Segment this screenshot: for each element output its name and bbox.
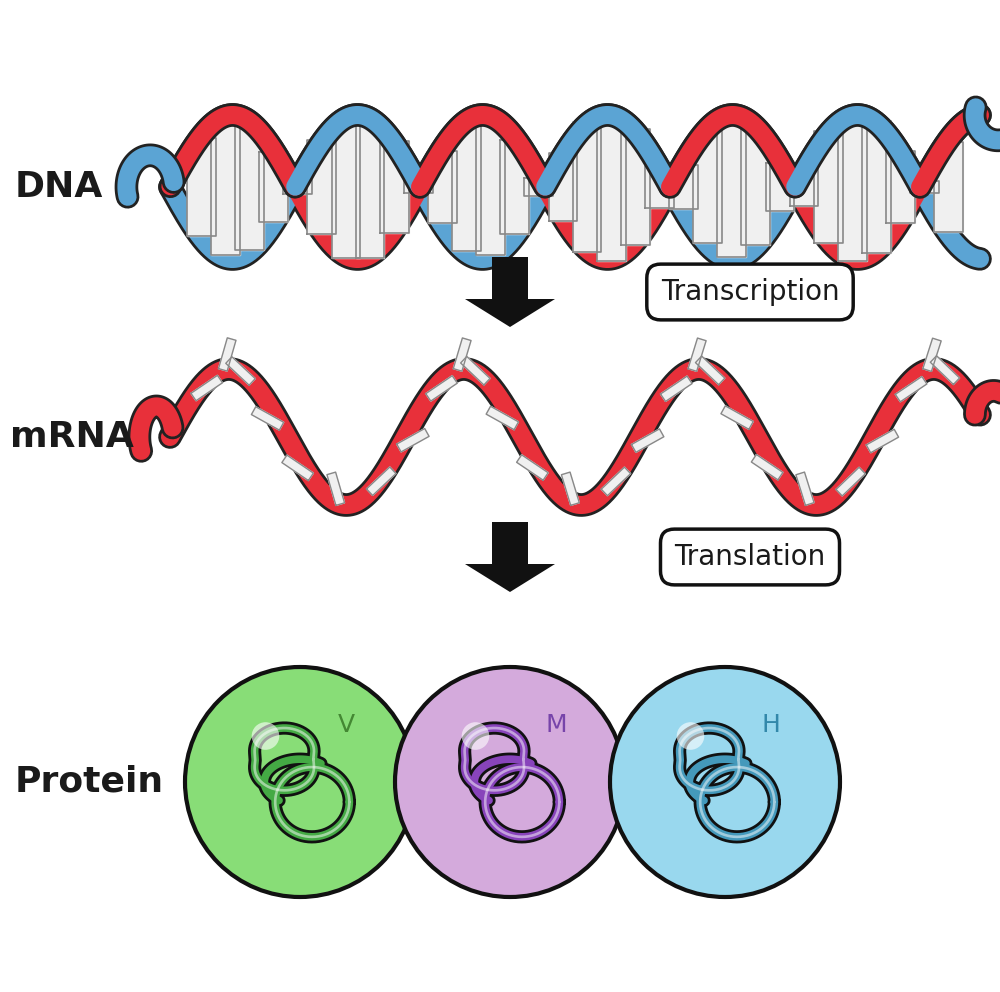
Polygon shape [934,142,963,232]
Circle shape [610,667,840,897]
Polygon shape [366,467,396,495]
Polygon shape [549,153,577,221]
Polygon shape [517,454,548,480]
Polygon shape [492,257,528,299]
Polygon shape [219,338,236,371]
Polygon shape [721,406,753,430]
Polygon shape [404,182,433,192]
Polygon shape [661,376,692,402]
Polygon shape [500,140,529,234]
Polygon shape [356,116,384,258]
Polygon shape [187,139,216,235]
Polygon shape [428,151,457,223]
Polygon shape [465,299,555,327]
Text: M: M [545,712,567,736]
Polygon shape [332,116,360,258]
Polygon shape [283,180,312,194]
Polygon shape [886,151,915,223]
Polygon shape [492,522,528,564]
Text: DNA: DNA [15,170,103,204]
Polygon shape [327,472,345,505]
Polygon shape [282,455,313,480]
Polygon shape [836,467,865,496]
Polygon shape [688,338,706,371]
Polygon shape [862,121,891,253]
Circle shape [677,722,704,750]
Polygon shape [465,564,555,592]
Polygon shape [597,113,626,261]
Polygon shape [766,163,794,211]
Polygon shape [601,467,631,496]
Polygon shape [307,140,336,234]
Polygon shape [621,129,650,245]
Polygon shape [251,407,284,431]
Polygon shape [486,407,518,430]
Circle shape [252,722,279,750]
Text: V: V [337,712,355,736]
Polygon shape [741,129,770,245]
Circle shape [462,722,489,750]
Polygon shape [191,375,222,401]
Polygon shape [226,357,255,385]
Polygon shape [790,169,818,205]
Polygon shape [923,338,941,371]
Polygon shape [814,131,843,243]
Text: Transcription: Transcription [661,278,839,306]
Polygon shape [259,153,288,221]
Polygon shape [211,119,240,256]
Polygon shape [397,429,429,452]
Polygon shape [235,124,264,250]
Polygon shape [866,430,899,452]
Polygon shape [910,181,939,193]
Polygon shape [561,472,579,505]
Polygon shape [380,141,409,233]
Polygon shape [930,356,960,385]
Text: H: H [762,712,780,736]
Circle shape [185,667,415,897]
Polygon shape [693,131,722,243]
Polygon shape [524,179,553,195]
Text: Protein: Protein [15,765,164,799]
Polygon shape [573,122,601,252]
Polygon shape [695,356,725,385]
Polygon shape [838,113,867,261]
Polygon shape [453,338,471,371]
Polygon shape [717,117,746,257]
Polygon shape [476,119,505,255]
Circle shape [395,667,625,897]
Polygon shape [895,377,927,402]
Polygon shape [452,123,481,251]
Polygon shape [645,166,674,208]
Polygon shape [426,376,457,401]
Text: Translation: Translation [674,543,826,571]
Polygon shape [631,429,664,452]
Polygon shape [461,356,490,385]
Polygon shape [796,472,814,505]
Text: mRNA: mRNA [10,420,134,454]
Polygon shape [669,166,698,208]
Polygon shape [751,454,783,480]
